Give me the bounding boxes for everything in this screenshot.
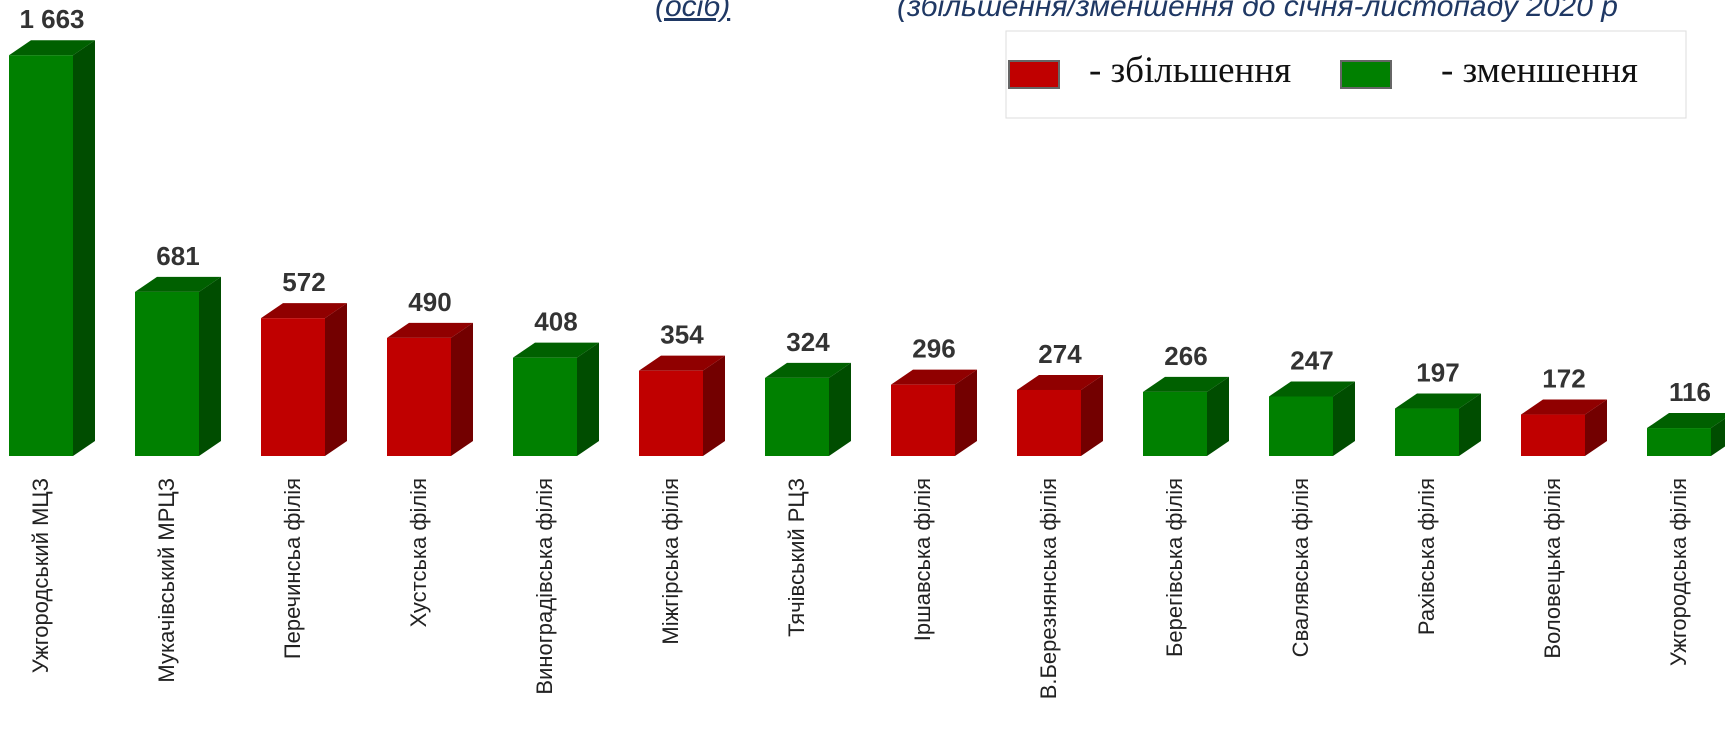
bar-top: [1143, 376, 1229, 392]
bar: [639, 370, 703, 456]
x-tick-label: Перечинсьа філія: [280, 478, 305, 659]
bar-side: [325, 303, 347, 456]
bar-side: [1207, 376, 1229, 456]
data-label: 197: [1416, 358, 1459, 388]
chart-title: (збільшення/зменшення до січня-листопаду…: [897, 0, 1618, 23]
bar-side: [1081, 374, 1103, 456]
bar: [135, 291, 199, 456]
bar-side: [577, 342, 599, 456]
chart-subtitle: (осіб): [655, 0, 730, 23]
data-label: 681: [156, 241, 199, 271]
bar-side: [1333, 381, 1355, 456]
bar: [1269, 396, 1333, 456]
bar-side: [703, 355, 725, 456]
bar-side: [1585, 399, 1607, 456]
bar-top: [765, 362, 851, 378]
bar: [1647, 428, 1711, 456]
bar-top: [891, 369, 977, 385]
legend-swatch: [1008, 60, 1060, 89]
bar-side: [1711, 418, 1725, 456]
bar-top: [1395, 393, 1481, 409]
x-tick-label: Свалявська філія: [1288, 478, 1313, 657]
x-tick-label: Виноградівська філія: [532, 478, 557, 695]
bar-top: [1269, 381, 1355, 397]
data-label: 296: [912, 334, 955, 364]
data-label: 354: [660, 320, 704, 350]
x-tick-label: В.Березнянська філія: [1036, 478, 1061, 699]
data-label: 408: [534, 307, 577, 337]
data-label: 274: [1038, 339, 1082, 369]
bar: [9, 55, 73, 456]
data-label: 247: [1290, 345, 1333, 375]
bar: [1521, 414, 1585, 456]
x-tick-label: Ужгородський МЦЗ: [28, 478, 53, 673]
bar-top: [1647, 413, 1725, 429]
data-label: 490: [408, 287, 451, 317]
x-tick-label: Ужгородська філія: [1666, 478, 1691, 666]
bar-top: [639, 355, 725, 371]
bar: [387, 337, 451, 456]
bar-side: [73, 40, 95, 456]
x-tick-label: Рахівська філія: [1414, 478, 1439, 635]
legend-label: - зменшення: [1441, 50, 1638, 91]
x-tick-label: Хустська філія: [406, 478, 431, 627]
x-tick-label: Тячівський РЦЗ: [784, 478, 809, 637]
x-tick-label: Мукачівський МРЦЗ: [154, 478, 179, 683]
bar: [1143, 391, 1207, 456]
bar-top: [261, 303, 347, 319]
bar-side: [955, 369, 977, 456]
data-label: 172: [1542, 364, 1585, 394]
bar: [1017, 389, 1081, 456]
bar-side: [1459, 393, 1481, 456]
bar: [765, 377, 829, 456]
bar-top: [1521, 399, 1607, 415]
bar-side: [451, 322, 473, 456]
data-label: 1 663: [19, 4, 84, 34]
data-label: 572: [282, 267, 325, 297]
x-tick-label: Воловецька філія: [1540, 478, 1565, 659]
bar-top: [1017, 374, 1103, 390]
bar-side: [199, 276, 221, 456]
x-tick-label: Іршавська філія: [910, 478, 935, 641]
bar-side: [829, 362, 851, 456]
bar: [1395, 408, 1459, 456]
bar: [891, 384, 955, 456]
legend-swatch: [1340, 60, 1392, 89]
bar: [261, 318, 325, 456]
bar: [513, 357, 577, 456]
x-tick-label: Міжгірська філія: [658, 478, 683, 645]
data-label: 116: [1669, 377, 1711, 407]
legend-label: - збільшення: [1089, 50, 1291, 91]
x-tick-label: Берегівська філія: [1162, 478, 1187, 657]
bar-top: [387, 322, 473, 338]
bar-top: [135, 276, 221, 292]
bar-top: [513, 342, 599, 358]
data-label: 266: [1164, 341, 1207, 371]
bar-top: [9, 40, 95, 56]
data-label: 324: [786, 327, 830, 357]
